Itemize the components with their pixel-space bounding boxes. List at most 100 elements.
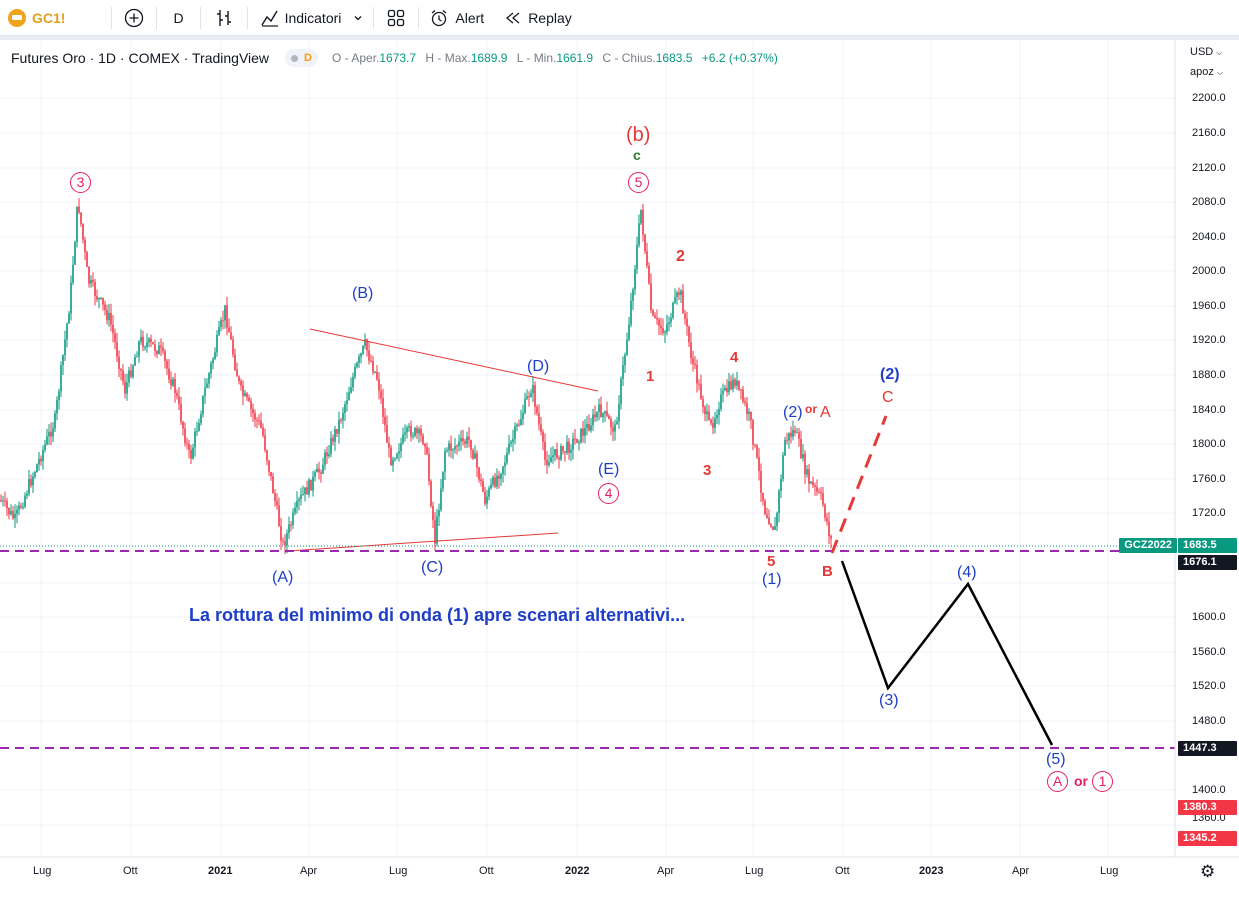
- plus-circle-icon: [125, 8, 144, 27]
- candle-body: [630, 300, 632, 325]
- wave-label[interactable]: 4: [730, 349, 739, 366]
- legend-dot: [291, 54, 299, 62]
- bullish-projection-path[interactable]: [830, 415, 888, 554]
- indicators-button[interactable]: Indicatori: [248, 0, 348, 36]
- candle-body: [456, 446, 458, 448]
- candle-body: [10, 510, 12, 515]
- candle-body: [268, 460, 270, 472]
- wave-label[interactable]: 5: [767, 553, 776, 570]
- candle-body: [820, 491, 822, 494]
- candle-body: [258, 420, 260, 422]
- candle-body: [656, 317, 658, 320]
- alert-button[interactable]: Alert: [419, 0, 494, 36]
- wave-label[interactable]: c: [633, 147, 641, 163]
- candle-body: [610, 419, 612, 428]
- candle-body: [676, 292, 678, 298]
- candle-body: [658, 319, 660, 326]
- wave-label[interactable]: or: [1074, 773, 1088, 789]
- candle-body: [122, 370, 124, 382]
- indicator-templates-button[interactable]: [347, 0, 373, 36]
- wave-label-circled[interactable]: 5: [628, 172, 649, 193]
- price-tick: 2080.0: [1192, 196, 1226, 208]
- candle-body: [108, 312, 110, 321]
- candle-body: [316, 468, 318, 473]
- wave-label[interactable]: (C): [421, 559, 444, 576]
- candle-body: [378, 379, 380, 391]
- wave-label[interactable]: (5): [1046, 751, 1066, 768]
- wave-label[interactable]: (E): [598, 461, 620, 478]
- price-chart[interactable]: [0, 40, 1239, 897]
- wave-label[interactable]: (3): [879, 692, 899, 709]
- currency-selector[interactable]: USD ⌵: [1190, 46, 1222, 58]
- wave-label[interactable]: (1): [762, 571, 782, 588]
- candle-body: [802, 454, 804, 459]
- wave-label[interactable]: (b): [626, 124, 651, 146]
- wave-label[interactable]: (2): [783, 404, 803, 421]
- lower-trendline[interactable]: [287, 532, 559, 552]
- wave-label[interactable]: (B): [352, 285, 374, 302]
- level-tag-1676: 1676.1: [1178, 555, 1237, 570]
- time-axis[interactable]: Lug Ott 2021 Apr Lug Ott 2022 Apr Lug Ot…: [0, 858, 1176, 886]
- upper-trendline[interactable]: [309, 328, 599, 392]
- candle-body: [46, 436, 48, 445]
- wave-label[interactable]: (2): [880, 366, 900, 383]
- candle-body: [588, 423, 590, 431]
- candle-body: [332, 437, 334, 442]
- scale-mode-label: apoz: [1190, 66, 1214, 78]
- chart-style-button[interactable]: [201, 0, 247, 36]
- wave-label[interactable]: or: [805, 402, 817, 416]
- candle-body: [400, 443, 402, 452]
- compare-symbol-button[interactable]: [112, 0, 156, 36]
- wave-label-circled[interactable]: 4: [598, 483, 619, 504]
- price-tick: 1480.0: [1192, 715, 1226, 727]
- candle-body: [744, 401, 746, 404]
- candle-body: [702, 398, 704, 408]
- candle-body: [202, 395, 204, 415]
- wave-label-circled[interactable]: 1: [1092, 771, 1113, 792]
- replay-label: Replay: [528, 9, 572, 26]
- candle-body: [522, 413, 524, 420]
- interval-button[interactable]: D: [157, 0, 199, 36]
- candle-body: [474, 453, 476, 459]
- price-axis[interactable]: 2200.0 2160.0 2120.0 2080.0 2040.0 2000.…: [1176, 40, 1239, 857]
- settings-gear-icon[interactable]: ⚙: [1200, 862, 1216, 881]
- candle-body: [160, 345, 162, 348]
- wave-label[interactable]: B: [822, 563, 833, 580]
- candle-body: [804, 454, 806, 475]
- layout-button[interactable]: [374, 0, 418, 36]
- candle-body: [222, 320, 224, 322]
- candle-body: [66, 323, 68, 340]
- candle-body: [434, 520, 436, 544]
- candle-body: [730, 381, 732, 390]
- toolbar-divider: [373, 6, 375, 29]
- wave-label-circled[interactable]: 3: [70, 172, 91, 193]
- candle-body: [110, 312, 112, 325]
- wave-label[interactable]: 2: [676, 248, 685, 265]
- candle-body: [768, 517, 770, 525]
- bearish-projection-path[interactable]: [840, 560, 1054, 746]
- wave-label[interactable]: 1: [646, 368, 655, 385]
- wave-label[interactable]: (4): [957, 564, 977, 581]
- candle-body: [70, 282, 72, 314]
- candle-body: [356, 362, 358, 368]
- scale-mode-selector[interactable]: apoz ⌵: [1190, 66, 1223, 78]
- candle-body: [724, 387, 726, 391]
- wave-label[interactable]: (A): [272, 569, 294, 586]
- candle-body: [14, 513, 16, 519]
- wave-label[interactable]: A: [820, 404, 831, 421]
- symbol-button[interactable]: GC1!: [0, 0, 75, 36]
- wave-label[interactable]: (D): [527, 358, 550, 375]
- candle-body: [290, 524, 292, 526]
- candle-body: [276, 501, 278, 506]
- candle-body: [550, 457, 552, 463]
- legend-badge[interactable]: D: [285, 49, 318, 67]
- candle-body: [116, 342, 118, 357]
- ohlc-low-label: L - Min.: [516, 51, 557, 65]
- wave-label-circled[interactable]: A: [1047, 771, 1068, 792]
- replay-icon: [506, 12, 520, 23]
- candle-body: [252, 408, 254, 414]
- replay-button[interactable]: Replay: [494, 0, 582, 36]
- candle-body: [506, 452, 508, 463]
- wave-label[interactable]: C: [882, 389, 894, 406]
- wave-label[interactable]: 3: [703, 462, 712, 479]
